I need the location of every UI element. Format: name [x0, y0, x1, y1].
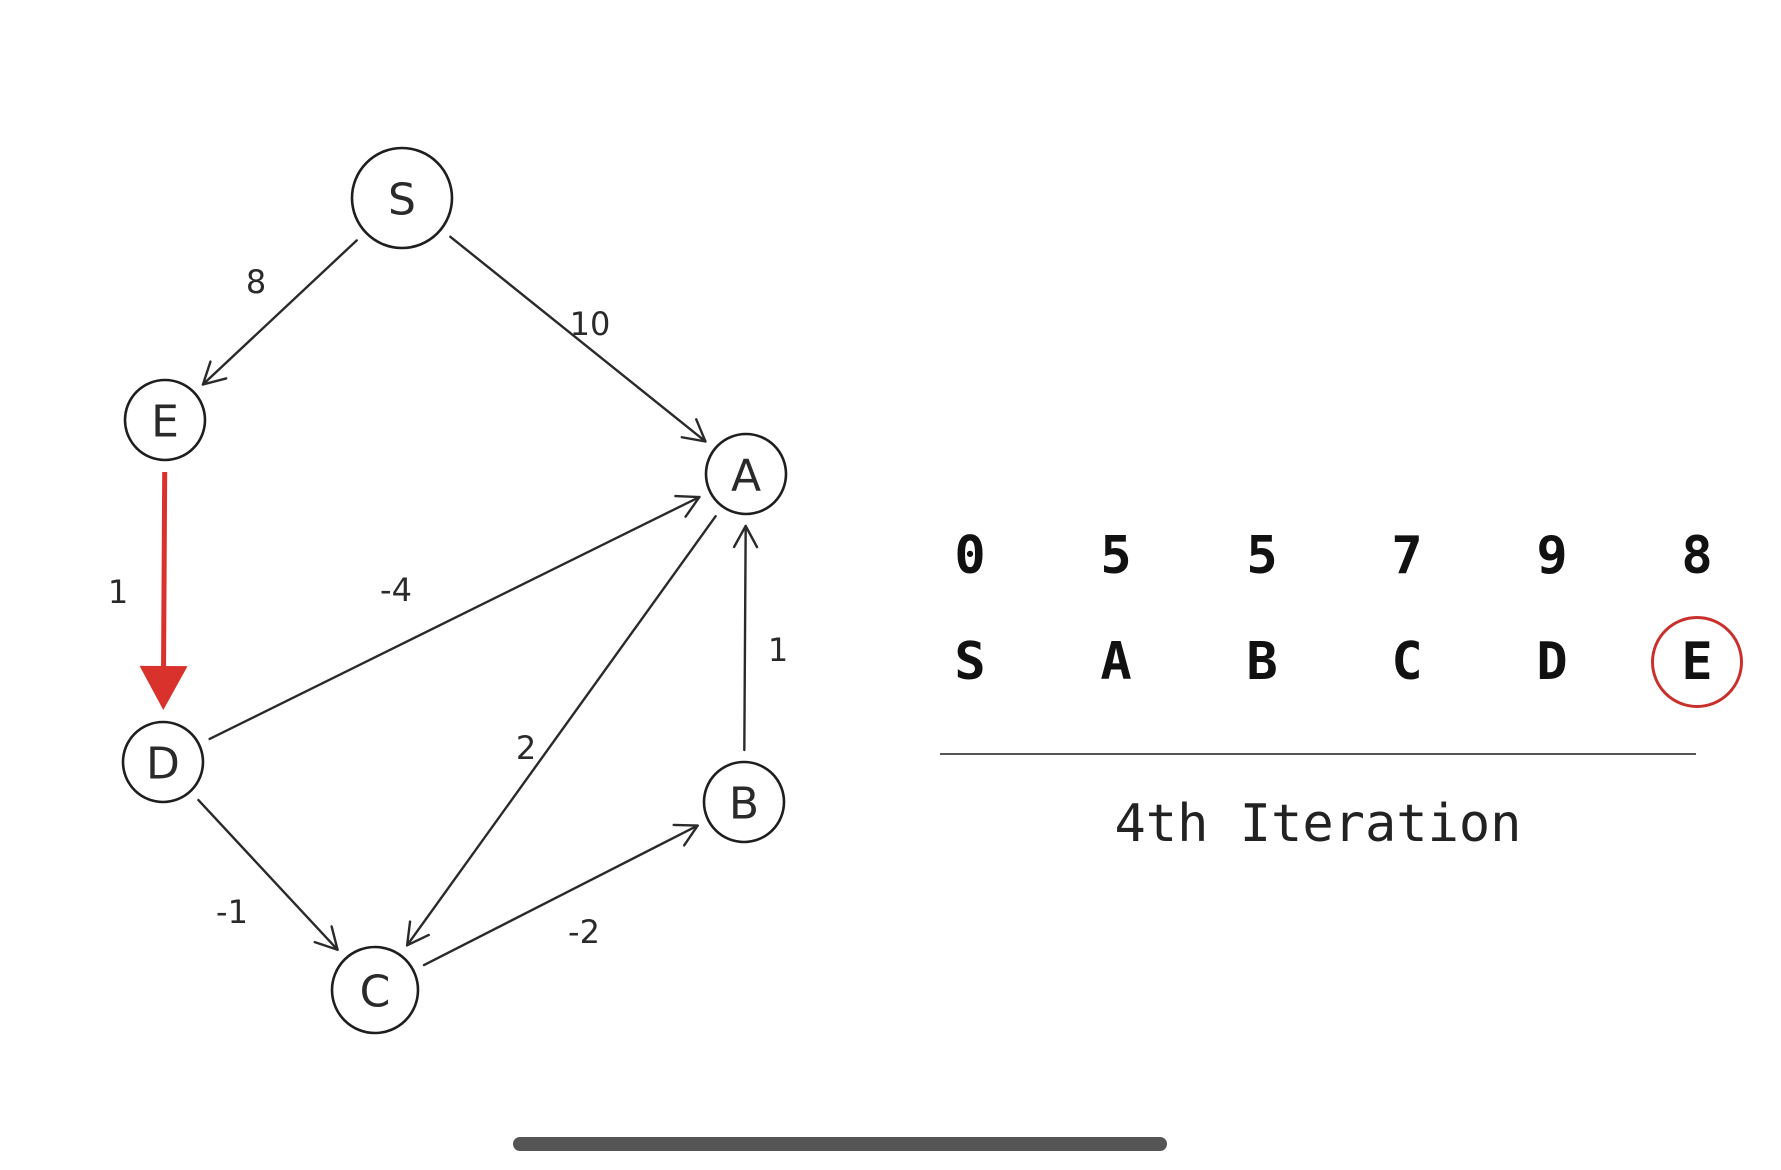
edge-weight-d-c: -1 [216, 893, 248, 931]
edge-weight-c-b: -2 [568, 913, 600, 951]
node-b: B [702, 760, 786, 844]
edge-line-e-d [161, 471, 168, 667]
edge-b-a: 1 [732, 524, 788, 752]
edge-s-e: 8 [201, 239, 358, 386]
node-circle-c [330, 945, 420, 1035]
edge-weight-d-a: -4 [380, 571, 412, 609]
arrowhead-a-c [405, 920, 430, 947]
distance-value-b: 5 [1246, 526, 1278, 586]
arrowhead-d-c [313, 925, 339, 951]
edge-a-c: 2 [405, 515, 717, 947]
distance-value-d: 9 [1536, 526, 1568, 586]
edge-line-d-a [208, 495, 701, 741]
vertex-label-d: D [1536, 632, 1568, 692]
edge-s-a: 10 [449, 235, 707, 443]
node-label-d: D [146, 739, 180, 790]
edge-line-d-c [197, 798, 339, 951]
distance-value-a: 5 [1100, 526, 1132, 586]
node-label-s: S [388, 175, 416, 226]
distance-value-c: 7 [1391, 526, 1423, 586]
edge-weight-s-a: 10 [570, 305, 611, 343]
vertex-label-b: B [1246, 632, 1278, 692]
edge-weight-a-c: 2 [516, 729, 536, 767]
node-d: D [121, 720, 205, 804]
arrowhead-s-a [680, 418, 707, 443]
node-circle-e [123, 378, 207, 462]
arrowhead-e-d [139, 665, 188, 711]
edge-line-a-c [405, 515, 717, 947]
vertex-label-c: C [1391, 632, 1423, 692]
node-label-b: B [729, 779, 759, 830]
arrowhead-c-b [672, 823, 699, 847]
distance-value-s: 0 [954, 526, 986, 586]
edge-e-d: 1 [108, 471, 188, 711]
node-circle-d [121, 720, 205, 804]
iteration-label: 4th Iteration [1114, 794, 1522, 854]
edge-weight-e-d: 1 [108, 573, 128, 611]
arrowhead-d-a [674, 494, 701, 518]
node-e: E [123, 378, 207, 462]
edge-d-a: -4 [208, 494, 701, 741]
highlight-ring [1651, 616, 1743, 708]
edge-c-b: -2 [422, 823, 699, 967]
divider-line [940, 753, 1696, 755]
arrowhead-b-a [732, 524, 759, 549]
node-label-c: C [360, 967, 391, 1018]
node-circle-b [702, 760, 786, 844]
edge-line-b-a [743, 524, 747, 752]
arrowhead-s-e [201, 360, 228, 386]
node-label-a: A [731, 451, 761, 502]
edge-line-s-a [449, 235, 707, 443]
node-c: C [330, 945, 420, 1035]
vertex-label-s: S [954, 632, 986, 692]
node-a: A [704, 432, 788, 516]
graph-nodes: S E A D B C [121, 146, 788, 1035]
home-indicator[interactable] [513, 1137, 1167, 1151]
node-circle-a [704, 432, 788, 516]
edge-weight-s-e: 8 [246, 263, 266, 301]
vertex-label-a: A [1100, 632, 1132, 692]
node-label-e: E [151, 397, 179, 448]
edge-line-c-b [422, 824, 699, 967]
distance-value-e: 8 [1681, 526, 1713, 586]
edge-d-c: -1 [197, 798, 339, 951]
node-s: S [350, 146, 454, 250]
edge-line-s-e [201, 239, 358, 386]
edge-weight-b-a: 1 [768, 631, 788, 669]
node-circle-s [350, 146, 454, 250]
graph-edges: 8 10 1 -4 2 1 -1 -2 [108, 235, 788, 967]
